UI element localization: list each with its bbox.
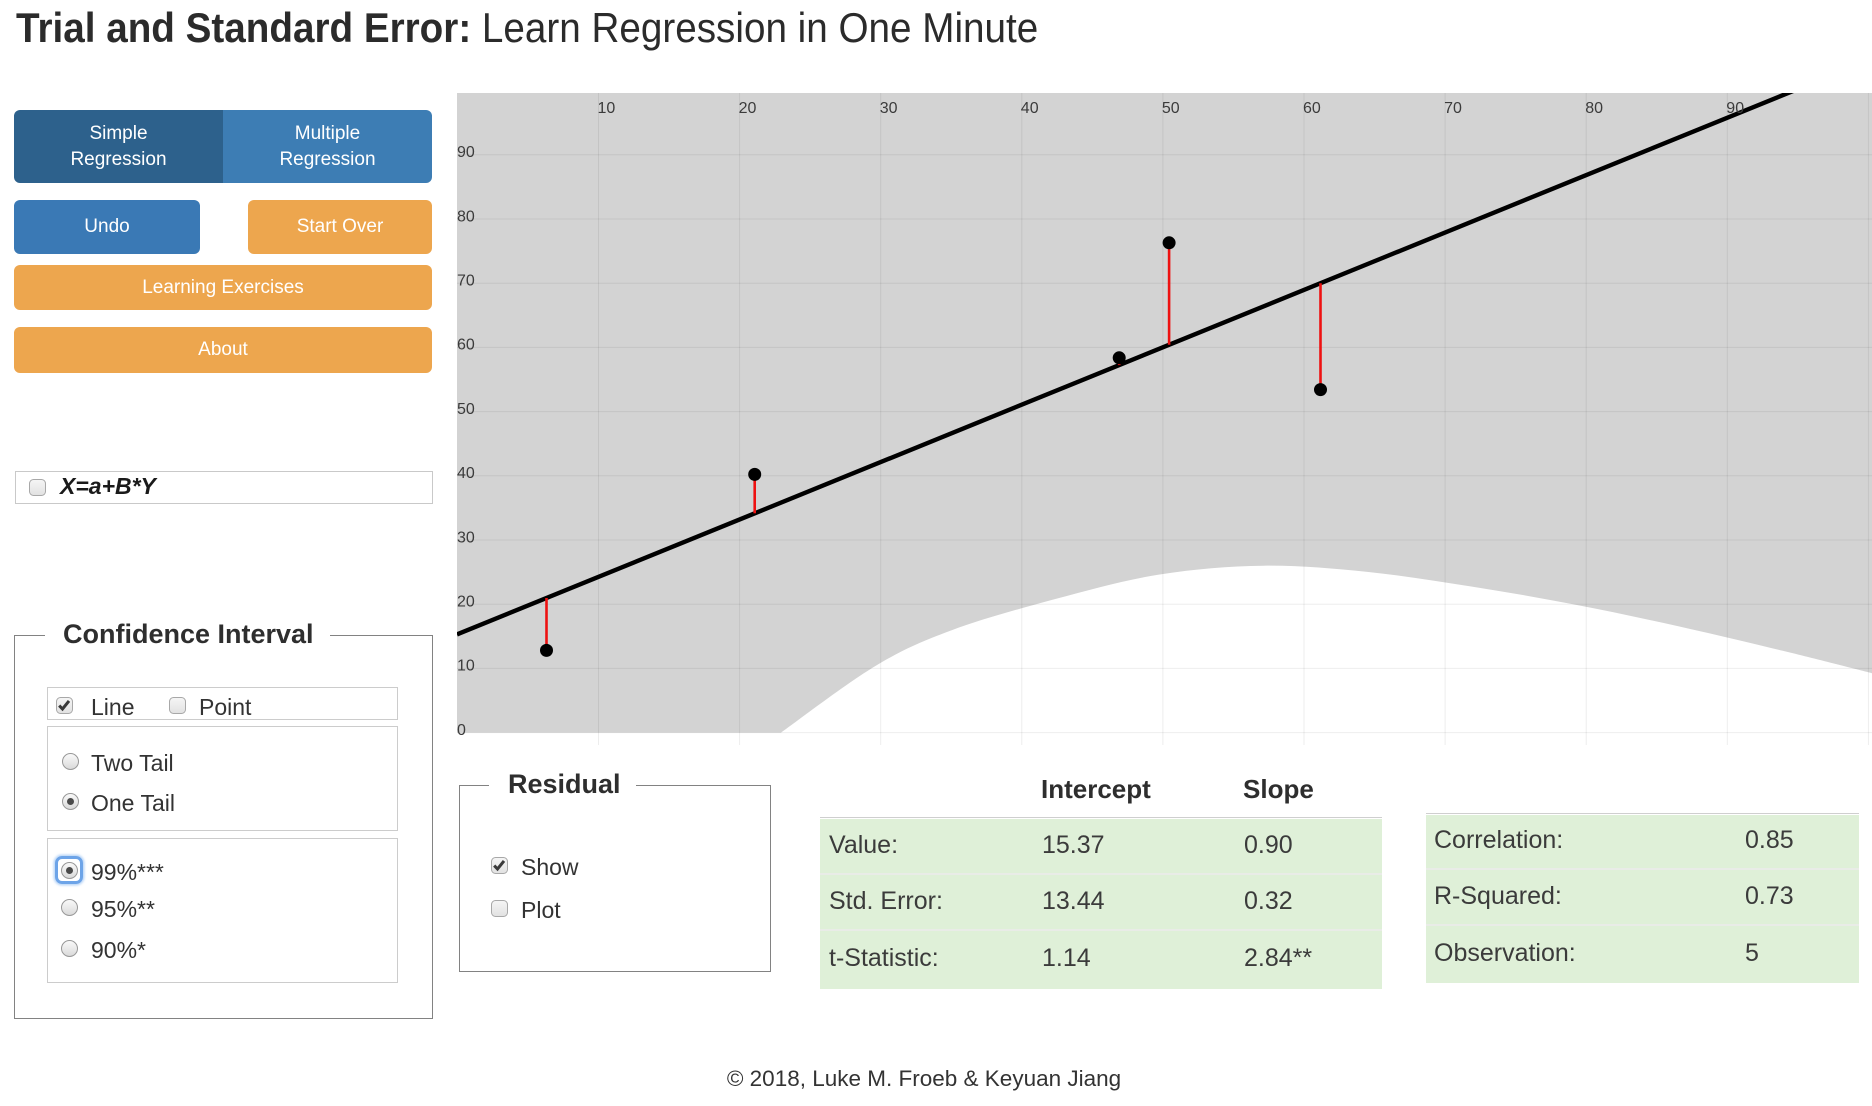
svg-text:30: 30: [457, 529, 475, 546]
svg-text:60: 60: [1303, 100, 1321, 117]
svg-text:60: 60: [457, 337, 475, 354]
svg-text:20: 20: [457, 594, 475, 611]
svg-text:0: 0: [457, 722, 466, 739]
svg-text:20: 20: [739, 100, 757, 117]
svg-text:90: 90: [457, 144, 475, 161]
svg-text:70: 70: [1444, 100, 1462, 117]
svg-text:90: 90: [1726, 100, 1744, 117]
svg-text:10: 10: [598, 100, 616, 117]
svg-text:50: 50: [1162, 100, 1180, 117]
svg-text:70: 70: [457, 273, 475, 290]
svg-text:80: 80: [1585, 100, 1603, 117]
svg-text:40: 40: [457, 465, 475, 482]
svg-text:40: 40: [1021, 100, 1039, 117]
svg-text:50: 50: [457, 401, 475, 418]
svg-text:10: 10: [457, 658, 475, 675]
svg-text:30: 30: [880, 100, 898, 117]
svg-text:80: 80: [457, 208, 475, 225]
